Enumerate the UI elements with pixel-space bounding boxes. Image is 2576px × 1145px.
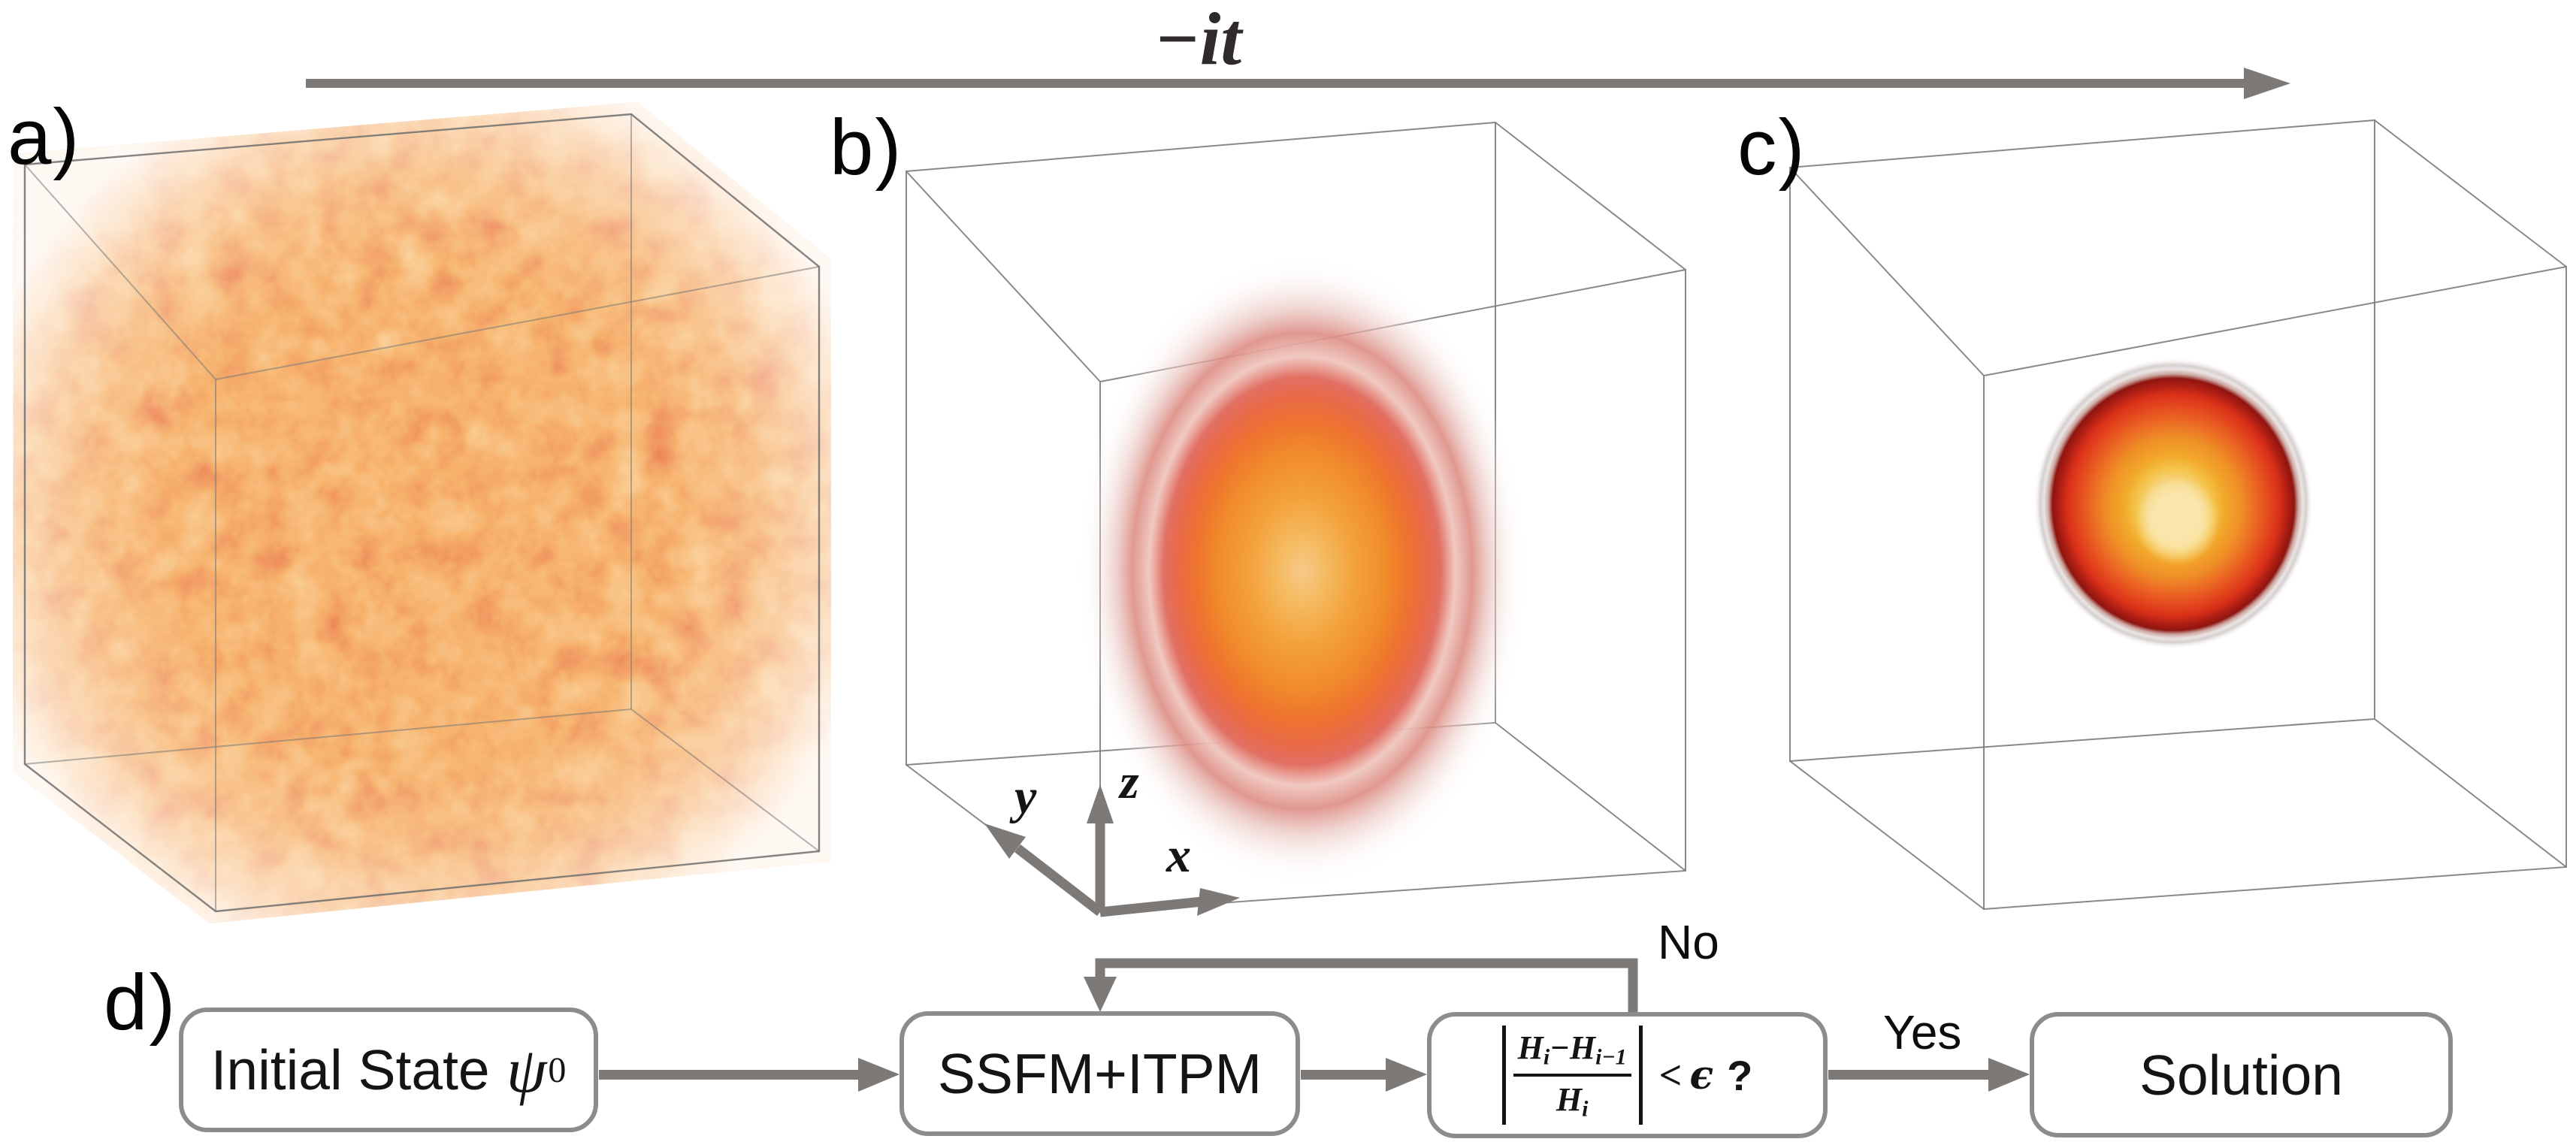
arrow-method-to-condition <box>1301 1058 1427 1092</box>
axes-triad <box>984 784 1240 917</box>
z-arrowhead-icon <box>1087 784 1114 823</box>
cube-b-wireframe <box>906 121 1686 913</box>
yes-branch-label: Yes <box>1883 1005 1962 1059</box>
no-loop-arrow <box>1084 958 1638 1016</box>
arrow-condition-to-solution <box>1828 1058 2030 1092</box>
cube-a-inner-wireframe <box>24 114 820 911</box>
fraction-numerator: Hi−Hi−1 <box>1517 1029 1627 1070</box>
panel-label-d: d) <box>104 959 177 1047</box>
solution-box: Solution <box>2030 1012 2453 1137</box>
converged-state-core <box>2136 478 2220 565</box>
z-axis-label: z <box>1120 754 1139 809</box>
panel-c-volume <box>1789 119 2567 911</box>
time-arrow <box>306 68 2290 99</box>
cube-c-wireframe <box>1789 119 2567 911</box>
y-axis <box>1014 844 1103 917</box>
fraction-denominator: Hi <box>1513 1074 1631 1122</box>
cube-a-outline <box>23 113 821 913</box>
y-arrowhead-icon <box>984 823 1026 859</box>
initial-state-box: Initial State ψ 0 <box>179 1008 598 1132</box>
time-arrowhead-icon <box>2244 68 2290 99</box>
panel-label-c: c) <box>1737 104 1807 192</box>
x-arrowhead-icon <box>1197 888 1240 916</box>
intermediate-state-cloud <box>1077 255 1528 887</box>
psi-symbol: ψ <box>506 1034 547 1106</box>
condition-box: Hi−Hi−1 Hi < ϵ ? <box>1427 1012 1828 1138</box>
panel-label-a: a) <box>8 93 81 181</box>
initial-state-text: Initial State <box>210 1038 490 1101</box>
question-mark: ? <box>1727 1051 1753 1099</box>
abs-bar-right <box>1638 1026 1643 1125</box>
noise-edge-fade <box>13 102 831 923</box>
panel-b-volume <box>906 121 1686 913</box>
x-axis <box>1099 896 1203 917</box>
y-axis-label: y <box>1014 769 1037 824</box>
no-loop-arrowhead-icon <box>1084 977 1117 1012</box>
energy-fraction: Hi−Hi−1 Hi <box>1513 1029 1631 1122</box>
solution-label: Solution <box>2139 1043 2344 1107</box>
panel-a-volume <box>13 102 831 923</box>
convergence-formula: Hi−Hi−1 Hi < ϵ ? <box>1501 1026 1753 1125</box>
arrow-initial-to-method <box>599 1058 899 1092</box>
abs-bar-left <box>1501 1026 1506 1125</box>
epsilon-symbol: ϵ <box>1689 1052 1714 1098</box>
flowchart-connectors <box>599 958 2030 1092</box>
no-branch-label: No <box>1658 915 1719 969</box>
time-arrow-label: −it <box>1154 0 1242 80</box>
x-axis-label: x <box>1166 828 1191 883</box>
less-than-sign: < <box>1658 1053 1683 1098</box>
method-label: SSFM+ITPM <box>937 1042 1262 1105</box>
panel-label-b: b) <box>830 104 903 192</box>
method-box: SSFM+ITPM <box>899 1011 1300 1136</box>
psi-subscript: 0 <box>548 1050 567 1090</box>
